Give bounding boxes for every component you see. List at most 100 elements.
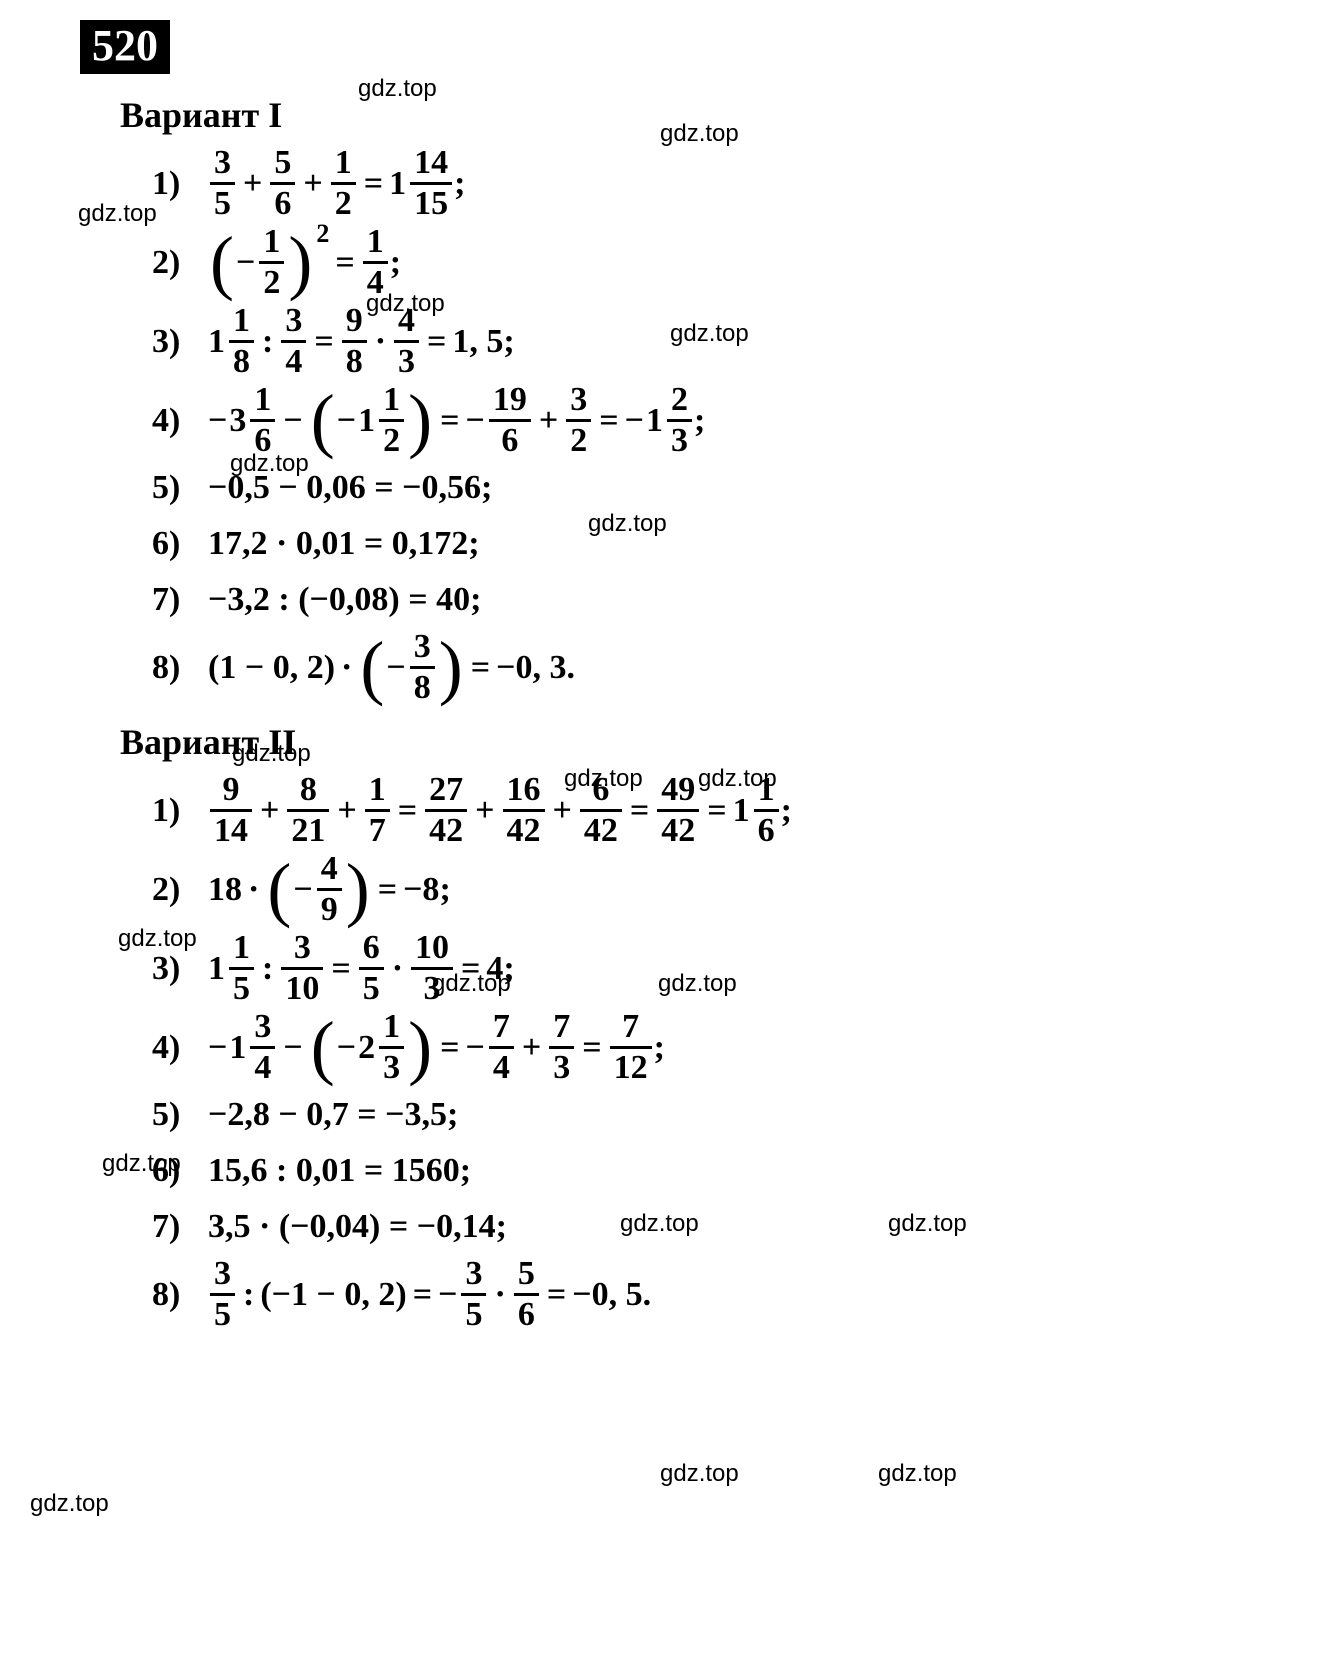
- item-index: 3): [152, 950, 208, 988]
- equation-row: 5)−2,8 − 0,7 = −3,5;: [152, 1089, 1332, 1141]
- equation-row: 7)3,5 · (−0,04) = −0,14;: [152, 1201, 1332, 1253]
- fraction: 13: [379, 1010, 404, 1085]
- equation-row: 8)(1 − 0, 2)·(−38)=−0, 3.: [152, 630, 1332, 705]
- expression: −316−(−112)=−196+32=−123;: [208, 383, 705, 458]
- paren-group: (−12): [208, 225, 314, 300]
- watermark: gdz.top: [358, 75, 437, 103]
- item-index: 5): [152, 1096, 208, 1134]
- paren-group: (−112): [309, 383, 434, 458]
- watermark: gdz.top: [698, 765, 777, 793]
- expression: 35+56+12=11415;: [208, 146, 465, 221]
- fraction: 12: [331, 146, 356, 221]
- mixed-number: 316: [229, 383, 277, 458]
- expression: −2,8 − 0,7 = −3,5;: [208, 1096, 458, 1134]
- item-index: 5): [152, 469, 208, 507]
- expression: 3,5 · (−0,04) = −0,14;: [208, 1208, 507, 1246]
- fraction: 15: [229, 931, 254, 1006]
- watermark: gdz.top: [232, 740, 311, 768]
- item-index: 8): [152, 1276, 208, 1314]
- fraction: 196: [489, 383, 531, 458]
- mixed-number: 115: [208, 931, 256, 1006]
- mixed-number: 11415: [389, 146, 454, 221]
- expression: −3,2 : (−0,08) = 40;: [208, 581, 481, 619]
- fraction: 12: [379, 383, 404, 458]
- fraction: 35: [210, 146, 235, 221]
- fraction: 14: [363, 225, 388, 300]
- expression: 15,6 : 0,01 = 1560;: [208, 1152, 471, 1190]
- equation-row: 4)−134−(−213)=−74+73=712;: [152, 1010, 1332, 1085]
- paren-group: (−38): [358, 630, 464, 705]
- watermark: gdz.top: [432, 970, 511, 998]
- equation-row: 4)−316−(−112)=−196+32=−123;: [152, 383, 1332, 458]
- watermark: gdz.top: [658, 970, 737, 998]
- fraction: 310: [281, 931, 323, 1006]
- mixed-number: 123: [646, 383, 694, 458]
- mixed-number: 118: [208, 304, 256, 379]
- fraction: 18: [229, 304, 254, 379]
- item-index: 8): [152, 649, 208, 687]
- fraction: 49: [317, 852, 342, 927]
- fraction: 1642: [503, 773, 545, 848]
- fraction: 914: [210, 773, 252, 848]
- fraction: 12: [259, 225, 284, 300]
- problem-number-badge: 520: [80, 20, 170, 74]
- watermark: gdz.top: [102, 1150, 181, 1178]
- equation-row: 1)35+56+12=11415;: [152, 146, 1332, 221]
- watermark: gdz.top: [78, 200, 157, 228]
- expression: 35:(−1 − 0, 2)=−35·56=−0, 5.: [208, 1257, 651, 1332]
- equation-row: 5)−0,5 − 0,06 = −0,56;: [152, 462, 1332, 514]
- expression: (−12)2=14;: [208, 225, 401, 300]
- expression: 17,2 · 0,01 = 0,172;: [208, 525, 480, 563]
- watermark: gdz.top: [230, 450, 309, 478]
- item-index: 7): [152, 581, 208, 619]
- fraction: 17: [365, 773, 390, 848]
- equation-row: 8)35:(−1 − 0, 2)=−35·56=−0, 5.: [152, 1257, 1332, 1332]
- item-index: 1): [152, 792, 208, 830]
- fraction: 35: [461, 1257, 486, 1332]
- fraction: 4942: [657, 773, 699, 848]
- fraction: 65: [359, 931, 384, 1006]
- fraction: 98: [342, 304, 367, 379]
- watermark: gdz.top: [366, 290, 445, 318]
- fraction: 23: [667, 383, 692, 458]
- equation-row: 7)−3,2 : (−0,08) = 40;: [152, 574, 1332, 626]
- watermark: gdz.top: [888, 1210, 967, 1238]
- equation-row: 6)15,6 : 0,01 = 1560;: [152, 1145, 1332, 1197]
- mixed-number: 134: [229, 1010, 277, 1085]
- watermark: gdz.top: [118, 925, 197, 953]
- fraction: 34: [250, 1010, 275, 1085]
- fraction: 74: [489, 1010, 514, 1085]
- expression: 118:34=98·43=1, 5;: [208, 304, 515, 379]
- equation-row: 2)(−12)2=14;: [152, 225, 1332, 300]
- watermark: gdz.top: [878, 1460, 957, 1488]
- fraction: 1415: [410, 146, 452, 221]
- watermark: gdz.top: [564, 765, 643, 793]
- mixed-number: 213: [358, 1010, 406, 1085]
- mixed-number: 112: [358, 383, 406, 458]
- item-index: 4): [152, 1029, 208, 1067]
- fraction: 35: [210, 1257, 235, 1332]
- item-index: 7): [152, 1208, 208, 1246]
- fraction: 73: [549, 1010, 574, 1085]
- paren-group: (−49): [265, 852, 371, 927]
- fraction: 56: [270, 146, 295, 221]
- fraction: 38: [410, 630, 435, 705]
- watermark: gdz.top: [588, 510, 667, 538]
- fraction: 821: [287, 773, 329, 848]
- expression: (1 − 0, 2)·(−38)=−0, 3.: [208, 630, 575, 705]
- equation-row: 3)115:310=65·103=4;: [152, 931, 1332, 1006]
- fraction: 34: [281, 304, 306, 379]
- expression: −134−(−213)=−74+73=712;: [208, 1010, 665, 1085]
- item-index: 1): [152, 165, 208, 203]
- watermark: gdz.top: [660, 120, 739, 148]
- item-index: 2): [152, 871, 208, 909]
- fraction: 16: [250, 383, 275, 458]
- paren-group: (−213): [309, 1010, 434, 1085]
- fraction: 56: [514, 1257, 539, 1332]
- equation-row: 2)18·(−49)=−8;: [152, 852, 1332, 927]
- watermark: gdz.top: [660, 1460, 739, 1488]
- watermark: gdz.top: [620, 1210, 699, 1238]
- watermark: gdz.top: [670, 320, 749, 348]
- expression: 18·(−49)=−8;: [208, 852, 451, 927]
- watermark: gdz.top: [30, 1490, 109, 1518]
